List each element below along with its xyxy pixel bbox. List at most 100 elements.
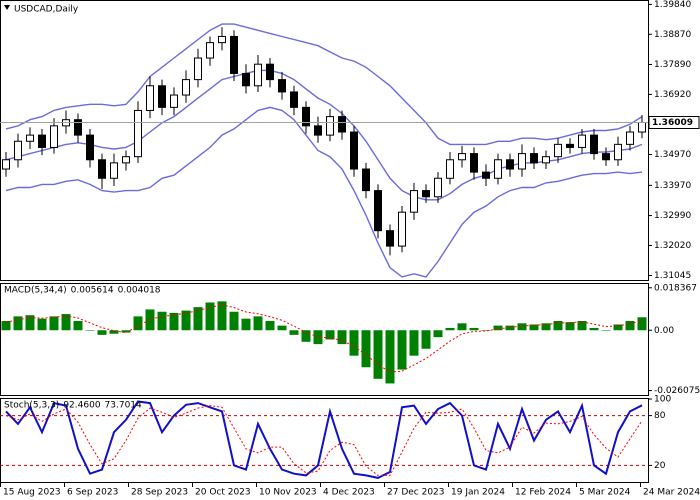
candle-body	[446, 159, 454, 179]
candle-body	[182, 79, 190, 96]
y-tick-label: 1.32020	[654, 241, 691, 251]
last-price-label: 1.36009	[652, 118, 693, 128]
candle-body	[566, 143, 574, 148]
indicator-value: 73.7014	[105, 401, 142, 411]
x-tick-label: 5 Mar 2024	[579, 488, 631, 498]
indicator-value: 92.4600	[63, 401, 100, 411]
x-tick-label: 19 Jan 2024	[451, 488, 505, 498]
indicator-value: 0.005614	[71, 286, 114, 296]
histogram-bar	[73, 321, 83, 331]
candle-body	[518, 153, 526, 170]
candle-body	[494, 159, 502, 179]
y-tick-label: 1.34970	[654, 150, 691, 160]
indicator-value: 0.004018	[118, 286, 161, 296]
candle-body	[266, 63, 274, 81]
candle-body	[2, 159, 10, 170]
histogram-bar	[493, 325, 503, 331]
candle-body	[362, 168, 370, 192]
candle-body	[470, 153, 478, 173]
histogram-bar	[385, 330, 395, 384]
stoch-main	[5, 400, 643, 479]
histogram-bar	[13, 316, 23, 331]
y-tick-label: 1.32990	[654, 211, 691, 221]
x-tick-label: 15 Aug 2023	[3, 488, 61, 498]
y-tick-label: 1.31045	[654, 271, 691, 281]
histogram-bar	[397, 330, 407, 370]
candle-body	[302, 106, 310, 127]
chart-title: USDCAD,Daily	[14, 5, 79, 15]
y-tick-label: -0.026075	[654, 386, 700, 396]
x-tick-label: 12 Feb 2024	[515, 488, 571, 498]
candle-body	[278, 79, 286, 93]
histogram-bar	[169, 312, 179, 331]
x-tick-label: 6 Sep 2023	[67, 488, 118, 498]
histogram-bar	[433, 330, 443, 338]
histogram-bar	[205, 302, 215, 331]
candle-body	[326, 116, 334, 136]
histogram-bar	[577, 321, 587, 331]
candle-body	[590, 134, 598, 155]
candle-body	[458, 153, 466, 161]
histogram-bar	[505, 325, 515, 331]
y-tick-label: 1.37890	[654, 60, 691, 70]
candle-body	[314, 125, 322, 136]
histogram-bar	[481, 330, 491, 331]
candle-body	[422, 190, 430, 198]
candle-body	[542, 156, 550, 164]
histogram-bar	[445, 327, 455, 331]
histogram-bar	[325, 330, 335, 340]
histogram-bar	[181, 310, 191, 331]
candle-body	[194, 57, 202, 81]
histogram-bar	[241, 318, 251, 331]
candle-body	[506, 159, 514, 170]
histogram-bar	[49, 316, 59, 331]
histogram-bar	[349, 330, 359, 356]
symbol-icon	[4, 5, 10, 10]
y-tick-label: 1.38870	[654, 30, 691, 40]
histogram-bar	[61, 314, 71, 331]
histogram-bar	[565, 322, 575, 331]
y-tick-label: 100	[654, 395, 671, 405]
y-tick-label: 1.39840	[654, 0, 691, 10]
histogram-bar	[469, 327, 479, 331]
histogram-bar	[289, 330, 299, 335]
candle-body	[134, 109, 142, 158]
x-tick-label: 20 Oct 2023	[195, 488, 251, 498]
histogram-bar	[229, 311, 239, 331]
candle-body	[26, 134, 34, 142]
histogram-bar	[109, 330, 119, 334]
candle-body	[254, 63, 262, 87]
histogram-bar	[517, 323, 527, 331]
candle-body	[602, 153, 610, 161]
candle-body	[290, 91, 298, 108]
x-tick-label: 28 Sep 2023	[131, 488, 188, 498]
candle-body	[206, 42, 214, 59]
histogram-bar	[193, 307, 203, 331]
signal-line	[5, 304, 643, 373]
candle-body	[398, 211, 406, 247]
candle-body	[578, 134, 586, 148]
histogram-bar	[589, 327, 599, 331]
histogram-bar	[145, 309, 155, 331]
candle-body	[74, 119, 82, 136]
candle-body	[218, 35, 226, 44]
y-tick-label: 0.00	[654, 326, 674, 336]
histogram-bar	[553, 321, 563, 331]
y-tick-label: 1.33970	[654, 181, 691, 191]
histogram-bar	[301, 330, 311, 342]
candle-body	[14, 140, 22, 161]
histogram-bar	[637, 317, 647, 331]
macd-panel	[0, 283, 649, 396]
candle-body	[38, 134, 46, 148]
last-price-box	[648, 115, 700, 129]
candle-body	[626, 131, 634, 145]
histogram-bar	[85, 330, 95, 331]
histogram-bar	[253, 316, 263, 331]
histogram-bar	[613, 324, 623, 331]
candle-body	[86, 134, 94, 161]
candle-body	[50, 125, 58, 148]
candle-body	[386, 230, 394, 247]
histogram-bar	[541, 323, 551, 331]
